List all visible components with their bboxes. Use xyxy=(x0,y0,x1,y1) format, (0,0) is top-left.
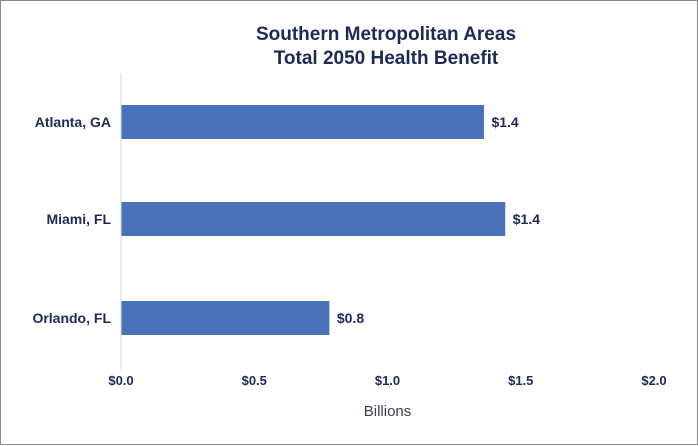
category-label-2: Orlando, FL xyxy=(32,310,111,326)
x-axis-label: Billions xyxy=(364,403,412,420)
chart-title-line-2: Total 2050 Health Benefit xyxy=(273,48,499,69)
chart-title-line-1: Southern Metropolitan Areas xyxy=(255,24,517,45)
bar-1 xyxy=(121,202,506,236)
x-tick-label-1: $0.5 xyxy=(242,373,267,388)
x-tick-label-2: $1.0 xyxy=(375,373,400,388)
x-tick-label-0: $0.0 xyxy=(108,373,133,388)
bar-2 xyxy=(121,301,330,335)
data-label-0: $1.4 xyxy=(491,114,518,130)
bar-0 xyxy=(121,105,484,139)
x-tick-label-3: $1.5 xyxy=(508,373,533,388)
x-tick-label-4: $2.0 xyxy=(641,373,666,388)
data-label-1: $1.4 xyxy=(513,211,540,227)
data-label-2: $0.8 xyxy=(337,310,364,326)
category-label-1: Miami, FL xyxy=(46,211,111,227)
category-label-0: Atlanta, GA xyxy=(35,114,111,130)
chart-title: Southern Metropolitan Areas Total 2050 H… xyxy=(121,23,651,71)
